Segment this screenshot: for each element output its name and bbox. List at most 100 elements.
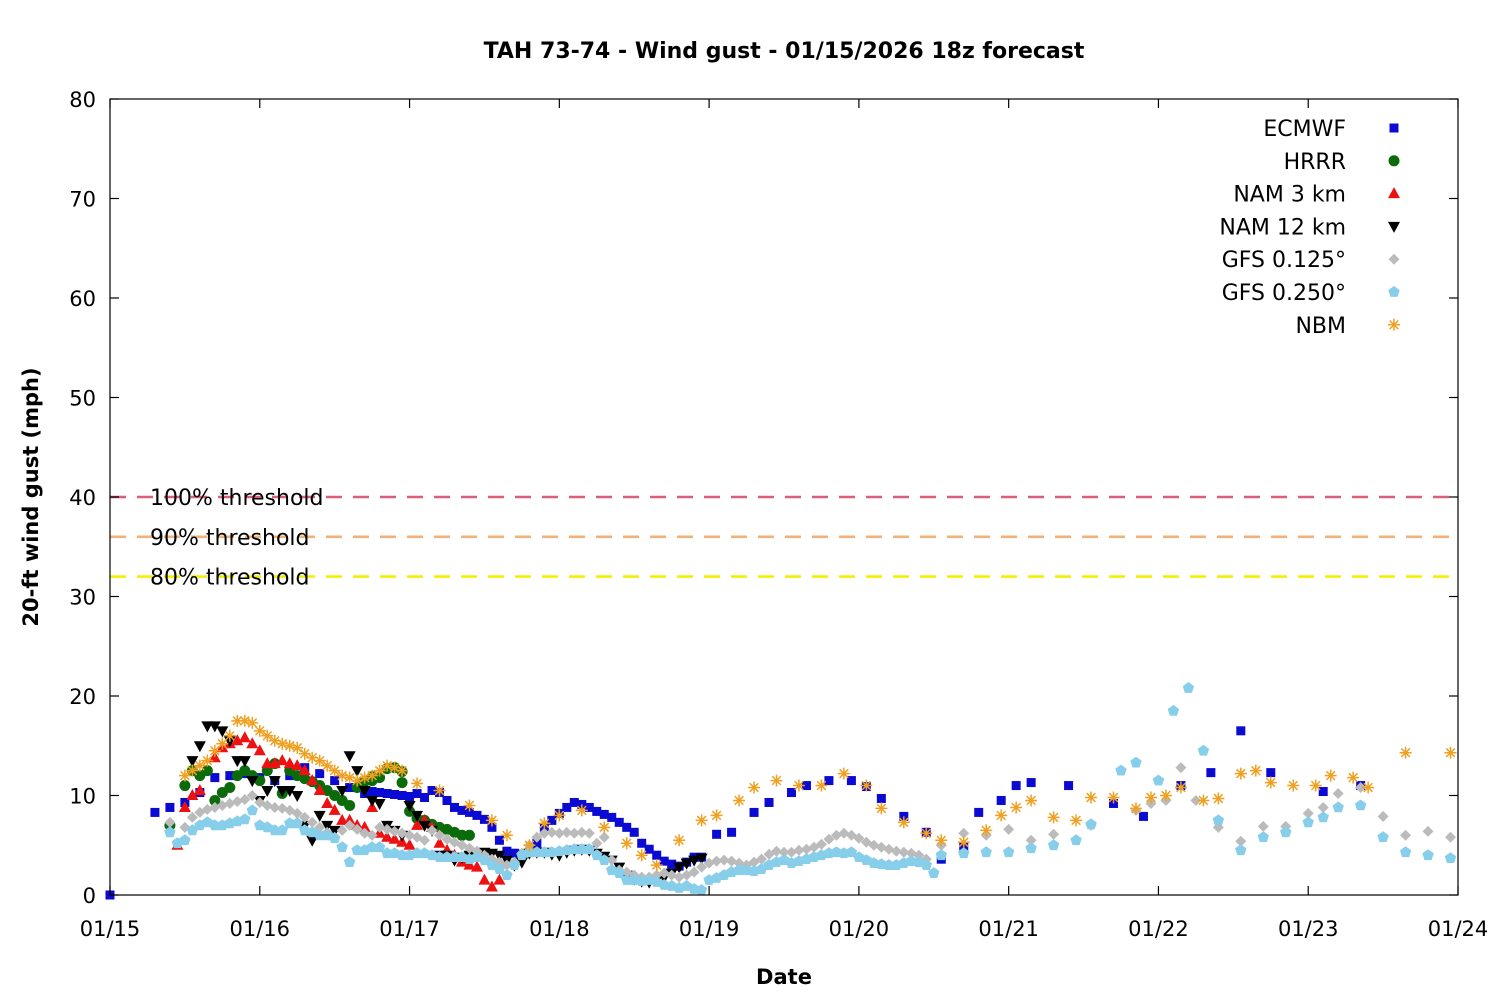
data-point xyxy=(314,829,326,841)
data-point xyxy=(150,807,160,817)
data-point xyxy=(315,769,325,779)
data-point xyxy=(733,864,745,875)
data-point xyxy=(268,776,281,788)
data-point xyxy=(1010,801,1023,814)
data-point xyxy=(824,776,834,786)
data-point xyxy=(358,786,371,798)
data-point xyxy=(381,847,393,859)
data-point xyxy=(186,764,199,777)
data-point xyxy=(695,814,708,827)
data-point xyxy=(210,773,220,783)
data-point xyxy=(1107,791,1120,804)
data-point xyxy=(276,754,289,766)
data-point xyxy=(584,802,594,812)
data-point xyxy=(553,827,565,839)
data-point xyxy=(1025,834,1037,846)
data-point xyxy=(1422,849,1434,861)
data-point xyxy=(225,771,235,781)
data-point xyxy=(1280,826,1292,838)
data-point xyxy=(419,834,431,846)
data-point xyxy=(957,836,970,849)
legend-marker xyxy=(1388,253,1400,265)
data-point xyxy=(1011,781,1021,791)
data-point xyxy=(1444,852,1457,863)
data-point xyxy=(958,847,970,859)
data-point xyxy=(727,827,737,837)
data-point xyxy=(515,857,528,869)
data-point xyxy=(680,858,693,870)
data-point xyxy=(860,779,873,792)
data-point xyxy=(493,863,506,874)
data-point xyxy=(164,826,176,838)
data-point xyxy=(1235,844,1247,856)
data-point xyxy=(186,824,199,836)
data-point xyxy=(538,817,551,830)
data-point xyxy=(1197,794,1210,807)
data-point xyxy=(412,789,422,799)
data-point xyxy=(493,873,506,885)
data-point xyxy=(667,859,677,869)
data-point xyxy=(216,737,229,750)
data-point xyxy=(396,764,409,777)
data-point xyxy=(238,731,251,743)
data-point xyxy=(1266,768,1276,778)
data-point xyxy=(673,862,686,874)
data-point xyxy=(1047,811,1060,824)
data-point xyxy=(1206,768,1216,778)
data-point xyxy=(1309,779,1322,792)
data-point xyxy=(1085,791,1098,804)
data-point xyxy=(1445,831,1457,843)
data-point xyxy=(644,844,654,854)
data-point xyxy=(328,764,341,777)
data-point xyxy=(599,809,609,819)
data-point xyxy=(433,851,446,862)
data-point xyxy=(343,771,356,784)
data-point xyxy=(538,846,551,858)
data-point xyxy=(575,804,588,817)
data-point xyxy=(770,774,783,787)
data-point xyxy=(268,734,281,747)
data-point xyxy=(209,794,221,806)
data-point xyxy=(208,721,221,733)
data-point xyxy=(898,846,910,858)
data-point xyxy=(321,759,334,772)
data-point xyxy=(576,843,588,855)
data-point xyxy=(815,838,827,850)
data-point xyxy=(283,786,296,798)
data-point xyxy=(246,737,259,749)
data-point xyxy=(321,796,334,808)
legend-marker xyxy=(1388,286,1400,297)
data-point xyxy=(268,757,281,769)
data-point xyxy=(388,832,401,844)
chart-title: TAH 73-74 - Wind gust - 01/15/2026 18z f… xyxy=(484,39,1085,64)
data-point xyxy=(388,761,401,774)
threshold-label: 80% threshold xyxy=(150,566,310,591)
data-point xyxy=(980,846,992,858)
data-point xyxy=(591,837,603,849)
data-point xyxy=(711,855,723,867)
data-point xyxy=(718,854,730,866)
data-point xyxy=(1236,726,1246,736)
data-point xyxy=(1317,801,1329,813)
data-point xyxy=(345,783,355,793)
data-point xyxy=(367,787,377,797)
data-point xyxy=(306,774,319,786)
data-point xyxy=(330,776,340,786)
data-point xyxy=(1175,762,1187,774)
data-point xyxy=(792,779,805,792)
data-point xyxy=(1257,831,1269,843)
y-tick-label: 60 xyxy=(69,287,96,311)
data-point xyxy=(1047,839,1060,851)
data-point xyxy=(897,816,910,829)
data-point xyxy=(239,813,251,825)
data-point xyxy=(1115,764,1127,776)
data-point xyxy=(786,788,796,798)
data-point xyxy=(1302,816,1314,828)
data-point xyxy=(650,859,663,872)
data-point xyxy=(598,831,610,843)
data-point xyxy=(276,824,288,836)
data-point xyxy=(209,819,221,831)
data-point xyxy=(501,869,513,880)
data-point xyxy=(1235,835,1247,847)
data-point xyxy=(583,827,595,839)
